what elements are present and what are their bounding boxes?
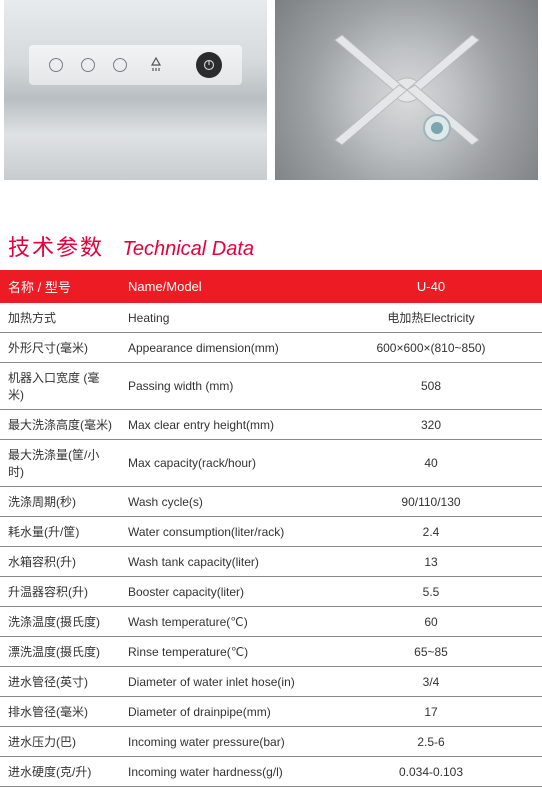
spec-name-en: Diameter of water inlet hose(in) xyxy=(120,667,320,697)
indicator-dot-icon xyxy=(113,58,127,72)
spec-value: 13 xyxy=(320,547,542,577)
table-row: 最大洗涤高度(毫米)Max clear entry height(mm)320 xyxy=(0,410,542,440)
spec-name-en: Water consumption(liter/rack) xyxy=(120,517,320,547)
spec-name-cn: 进水管径(英寸) xyxy=(0,667,120,697)
header-model: U-40 xyxy=(320,270,542,303)
table-row: 进水压力(巴)Incoming water pressure(bar)2.5-6 xyxy=(0,727,542,757)
table-row: 加热方式Heating电加热Electricity xyxy=(0,303,542,333)
table-row: 排水管径(毫米)Diameter of drainpipe(mm)17 xyxy=(0,697,542,727)
spec-value: 60 xyxy=(320,607,542,637)
spec-table: 名称 / 型号 Name/Model U-40 加热方式Heating电加热El… xyxy=(0,270,542,787)
spec-name-cn: 水箱容积(升) xyxy=(0,547,120,577)
spec-value: 2.4 xyxy=(320,517,542,547)
spec-value: 电加热Electricity xyxy=(320,303,542,333)
spec-name-cn: 升温器容积(升) xyxy=(0,577,120,607)
spec-name-en: Incoming water pressure(bar) xyxy=(120,727,320,757)
spec-name-en: Rinse temperature(℃) xyxy=(120,637,320,667)
spec-value: 508 xyxy=(320,363,542,410)
spec-value: 320 xyxy=(320,410,542,440)
table-row: 机器入口宽度 (毫米)Passing width (mm)508 xyxy=(0,363,542,410)
table-header: 名称 / 型号 Name/Model U-40 xyxy=(0,270,542,303)
product-image-spray-arm xyxy=(275,0,538,180)
spec-name-cn: 最大洗涤高度(毫米) xyxy=(0,410,120,440)
spec-value: 2.5-6 xyxy=(320,727,542,757)
spec-name-cn: 排水管径(毫米) xyxy=(0,697,120,727)
header-cn: 名称 / 型号 xyxy=(0,270,120,303)
title-en: Technical Data xyxy=(122,238,254,260)
spec-name-en: Max clear entry height(mm) xyxy=(120,410,320,440)
spec-name-cn: 漂洗温度(摄氏度) xyxy=(0,637,120,667)
spec-name-en: Diameter of drainpipe(mm) xyxy=(120,697,320,727)
table-row: 洗涤周期(秒)Wash cycle(s)90/110/130 xyxy=(0,487,542,517)
spec-value: 5.5 xyxy=(320,577,542,607)
table-row: 水箱容积(升)Wash tank capacity(liter)13 xyxy=(0,547,542,577)
spec-name-cn: 耗水量(升/筐) xyxy=(0,517,120,547)
spec-name-en: Incoming water hardness(g/l) xyxy=(120,757,320,787)
spray-icon xyxy=(145,54,167,76)
table-row: 漂洗温度(摄氏度)Rinse temperature(℃)65~85 xyxy=(0,637,542,667)
spec-value: 90/110/130 xyxy=(320,487,542,517)
table-row: 外形尺寸(毫米)Appearance dimension(mm)600×600×… xyxy=(0,333,542,363)
spec-name-en: Wash tank capacity(liter) xyxy=(120,547,320,577)
spec-value: 40 xyxy=(320,440,542,487)
spec-name-cn: 洗涤温度(摄氏度) xyxy=(0,607,120,637)
spec-name-cn: 洗涤周期(秒) xyxy=(0,487,120,517)
spec-name-cn: 机器入口宽度 (毫米) xyxy=(0,363,120,410)
spec-name-en: Appearance dimension(mm) xyxy=(120,333,320,363)
spray-arm-icon xyxy=(307,10,507,170)
spec-name-cn: 进水硬度(克/升) xyxy=(0,757,120,787)
spec-name-cn: 最大洗涤量(筐/小时) xyxy=(0,440,120,487)
indicator-dot-icon xyxy=(49,58,63,72)
spec-name-en: Passing width (mm) xyxy=(120,363,320,410)
title-cn: 技术参数 xyxy=(8,235,104,260)
table-row: 进水管径(英寸)Diameter of water inlet hose(in)… xyxy=(0,667,542,697)
spec-value: 600×600×(810~850) xyxy=(320,333,542,363)
spec-value: 0.034-0.103 xyxy=(320,757,542,787)
spec-name-en: Wash temperature(℃) xyxy=(120,607,320,637)
table-row: 洗涤温度(摄氏度)Wash temperature(℃)60 xyxy=(0,607,542,637)
table-row: 最大洗涤量(筐/小时)Max capacity(rack/hour)40 xyxy=(0,440,542,487)
spec-name-en: Heating xyxy=(120,303,320,333)
table-row: 升温器容积(升)Booster capacity(liter)5.5 xyxy=(0,577,542,607)
table-row: 耗水量(升/筐)Water consumption(liter/rack)2.4 xyxy=(0,517,542,547)
spec-name-en: Max capacity(rack/hour) xyxy=(120,440,320,487)
spec-name-cn: 进水压力(巴) xyxy=(0,727,120,757)
power-button-icon xyxy=(196,52,222,78)
section-title: 技术参数 Technical Data xyxy=(0,230,542,270)
control-strip xyxy=(29,45,242,85)
product-images xyxy=(0,0,542,180)
spec-name-cn: 外形尺寸(毫米) xyxy=(0,333,120,363)
product-image-control-panel xyxy=(4,0,267,180)
spec-value: 17 xyxy=(320,697,542,727)
spec-name-en: Wash cycle(s) xyxy=(120,487,320,517)
table-row: 进水硬度(克/升)Incoming water hardness(g/l)0.0… xyxy=(0,757,542,787)
header-en: Name/Model xyxy=(120,270,320,303)
indicator-dot-icon xyxy=(81,58,95,72)
spec-value: 65~85 xyxy=(320,637,542,667)
spec-name-en: Booster capacity(liter) xyxy=(120,577,320,607)
spec-name-cn: 加热方式 xyxy=(0,303,120,333)
spec-value: 3/4 xyxy=(320,667,542,697)
